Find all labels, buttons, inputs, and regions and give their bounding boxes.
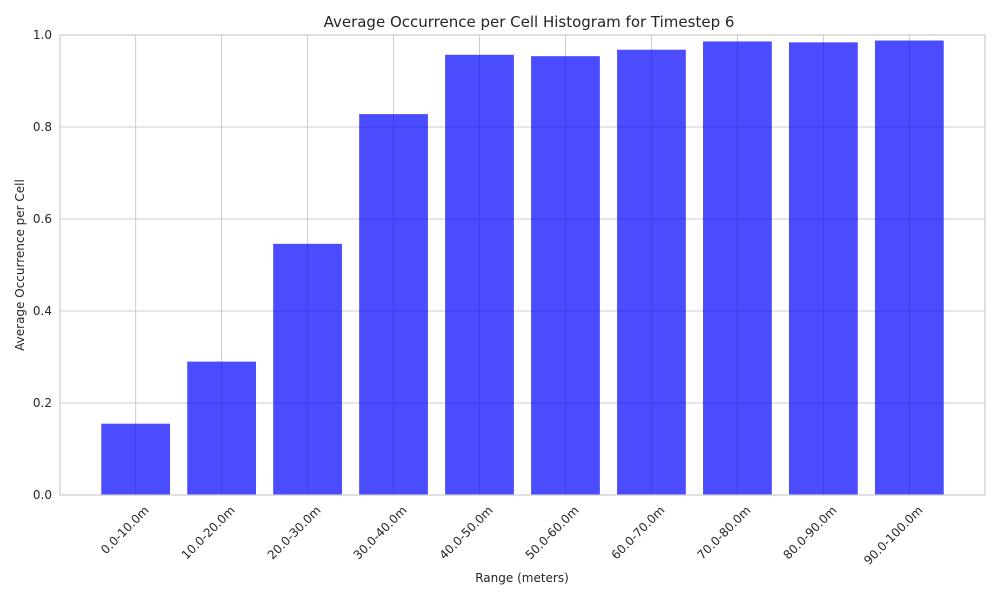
bar xyxy=(703,41,772,495)
y-tick-label: 0.8 xyxy=(33,120,52,134)
bar xyxy=(187,361,257,495)
y-tick-label: 0.2 xyxy=(33,396,52,410)
x-axis-label: Range (meters) xyxy=(475,571,569,585)
plot-border xyxy=(59,34,986,496)
y-tick-label: 0.4 xyxy=(33,304,52,318)
bar xyxy=(359,114,428,496)
plot-frame xyxy=(59,34,986,496)
y-tick-label: 0.6 xyxy=(33,212,52,226)
bar xyxy=(617,49,686,495)
y-axis-label: Average Occurrence per Cell xyxy=(13,179,27,351)
bar xyxy=(788,42,858,496)
bar xyxy=(445,54,514,495)
chart-title: Average Occurrence per Cell Histogram fo… xyxy=(324,13,735,31)
bar xyxy=(874,40,944,496)
bar xyxy=(531,56,600,495)
y-tick-label: 0.0 xyxy=(33,488,52,502)
y-tick-label: 1.0 xyxy=(33,28,52,42)
bar xyxy=(273,243,342,495)
bar xyxy=(101,423,171,495)
y-axis-ticks: 0.0 0.2 0.4 0.6 0.8 1.0 xyxy=(33,28,52,502)
bars xyxy=(101,40,944,496)
